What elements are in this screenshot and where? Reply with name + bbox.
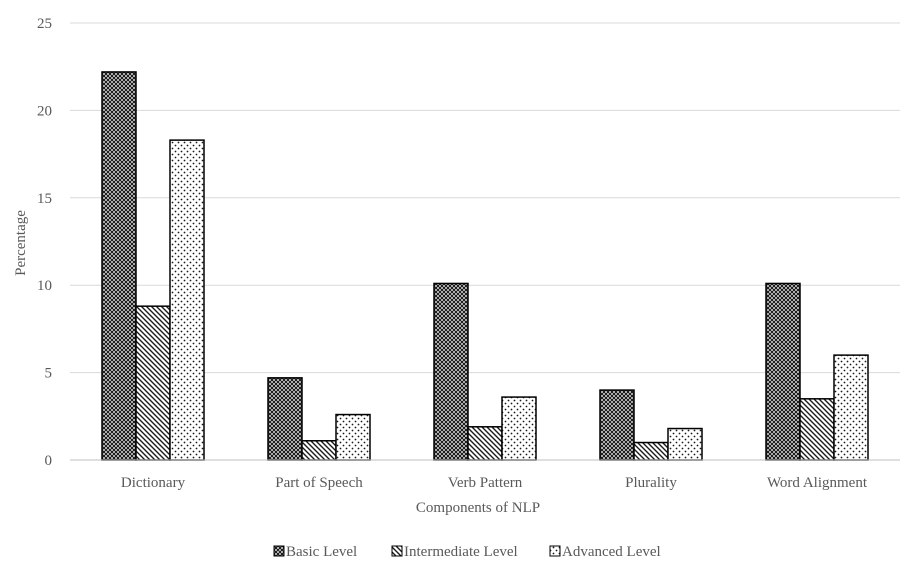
- legend: Basic Level Intermediate Level Advanced Le…: [273, 544, 661, 560]
- y-axis-ticks: 0 5 10 15 20 25: [37, 16, 52, 469]
- bars: [101, 71, 869, 461]
- legend-swatch-dots: [549, 545, 561, 557]
- bar-crosshatch: [599, 389, 635, 461]
- bar-crosshatch: [433, 282, 469, 461]
- bar-diagonal: [467, 426, 503, 461]
- bar-crosshatch: [765, 282, 801, 461]
- bar-dots: [501, 396, 537, 461]
- bar-dots: [169, 139, 205, 461]
- y-tick-label: 25: [37, 16, 52, 32]
- legend-swatch-crosshatch: [273, 545, 285, 557]
- bar-diagonal: [301, 440, 337, 461]
- x-tick-label: Word Alignment: [767, 475, 868, 491]
- bar-dots: [335, 413, 371, 461]
- bar-diagonal: [799, 398, 835, 461]
- legend-label: Basic Level: [286, 544, 357, 560]
- x-axis-label: Components of NLP: [416, 500, 540, 516]
- legend-label: Intermediate Level: [404, 544, 518, 560]
- x-axis-ticks: Dictionary Part of Speech Verb Pattern Plur…: [121, 475, 868, 491]
- bar-diagonal: [633, 441, 669, 461]
- gridlines: [70, 22, 900, 374]
- x-tick-label: Part of Speech: [275, 475, 363, 491]
- bar-diagonal: [135, 305, 171, 461]
- y-tick-label: 20: [37, 103, 52, 119]
- bar-dots: [833, 354, 869, 461]
- x-tick-label: Dictionary: [121, 475, 186, 491]
- x-tick-label: Verb Pattern: [448, 475, 523, 491]
- y-tick-label: 10: [37, 278, 52, 294]
- legend-swatch-diagonal: [391, 545, 403, 557]
- bar-dots: [667, 427, 703, 461]
- y-tick-label: 15: [37, 191, 52, 207]
- bar-crosshatch: [101, 71, 137, 461]
- legend-label: Advanced Level: [562, 544, 661, 560]
- x-tick-label: Plurality: [625, 475, 677, 491]
- bar-crosshatch: [267, 377, 303, 461]
- y-tick-label: 5: [45, 366, 53, 382]
- y-axis-label: Percentage: [13, 210, 29, 276]
- y-tick-label: 0: [45, 453, 53, 469]
